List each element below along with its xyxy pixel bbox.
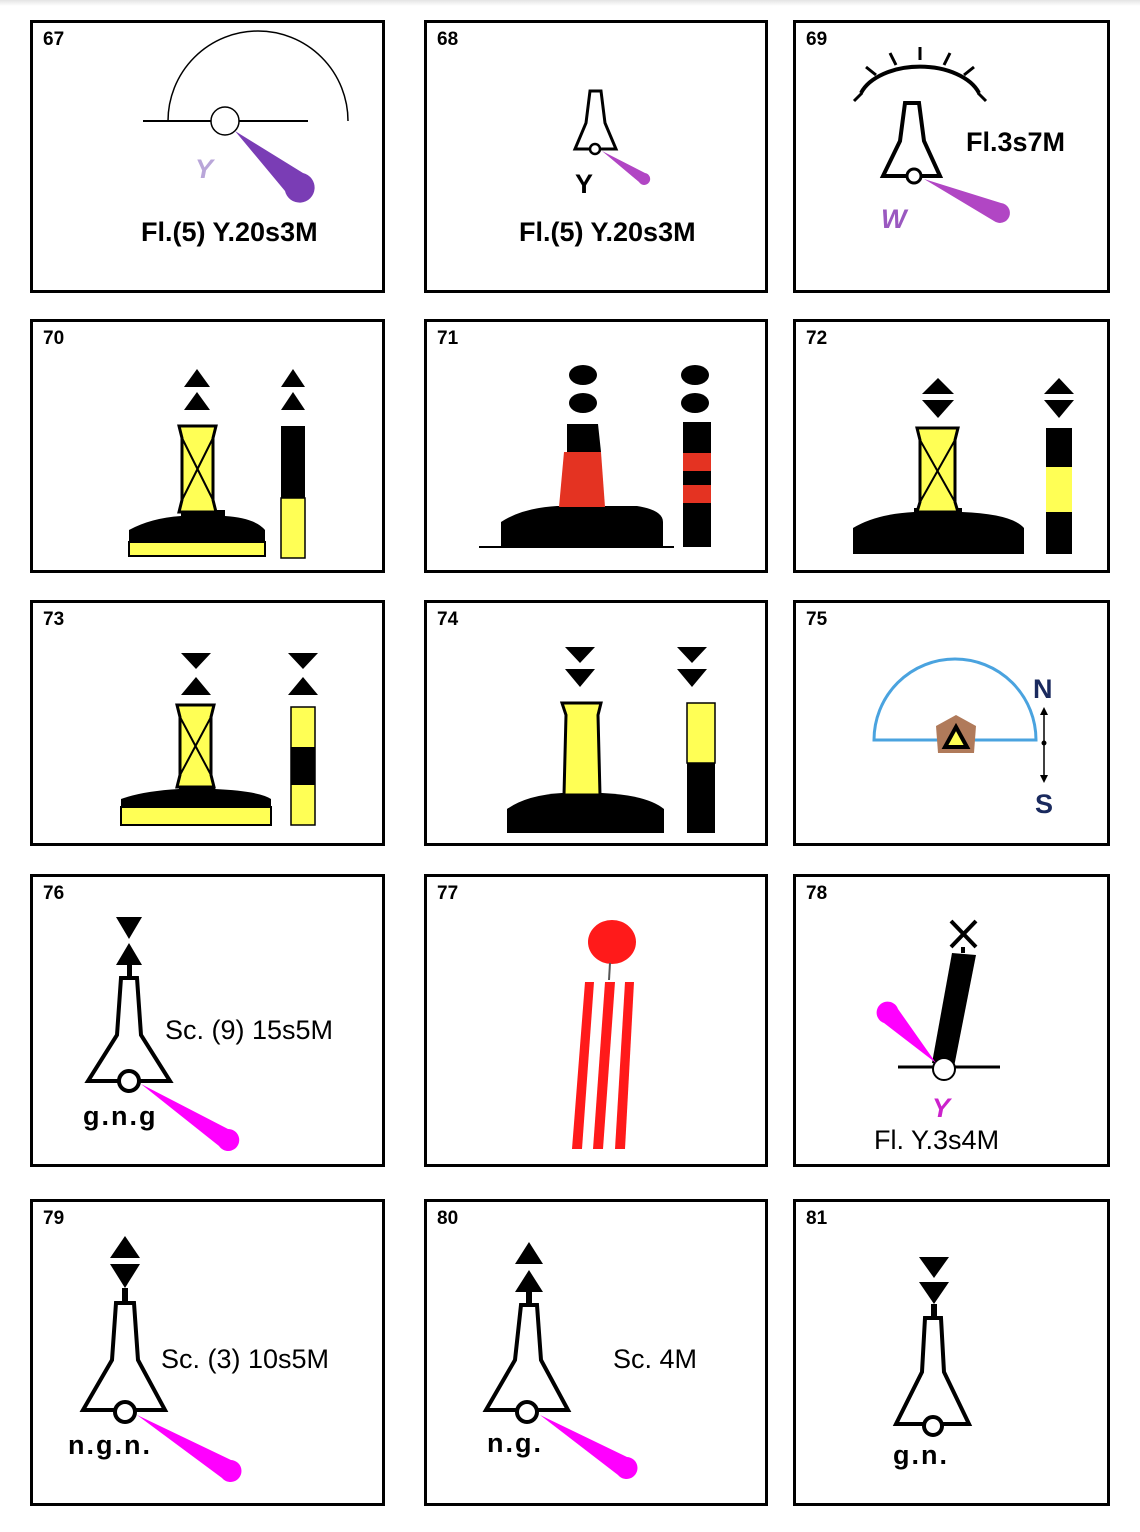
panel-80: 80 Sc. 4M n.g. (424, 1199, 768, 1506)
panel-78: 78 Y Fl. Y.3s4M (793, 874, 1110, 1167)
beacon-symbol-81: g.n. (796, 1202, 1113, 1509)
light-characteristic: Sc. (9) 15s5M (165, 1015, 333, 1045)
north-label: N (1033, 674, 1053, 704)
cardinal-buoy-70 (33, 322, 388, 576)
beacon-symbol-79: Sc. (3) 10s5M n.g.n. (33, 1202, 388, 1509)
beacon-outline (883, 103, 940, 176)
panel-71: 71 (424, 319, 768, 573)
perch-symbol-78: Y Fl. Y.3s4M (796, 877, 1113, 1170)
light-characteristic: Sc. 4M (613, 1344, 697, 1374)
light-flare (602, 151, 650, 185)
fog-signal-symbol-69: Fl.3s7M W (796, 23, 1113, 296)
light-flare (235, 131, 315, 203)
light-flare (540, 1415, 637, 1479)
panel-69: 69 Fl.3s7M W (793, 20, 1110, 293)
beacon-symbol-76: Sc. (9) 15s5M g.n.g (33, 877, 388, 1170)
panel-72: 72 (793, 319, 1110, 573)
panel-68: 68 Y Fl.(5) Y.20s3M (424, 20, 768, 293)
light-characteristic: Sc. (3) 10s5M (161, 1344, 329, 1374)
light-flare (877, 1002, 936, 1063)
beacon-outline (88, 978, 170, 1081)
light-symbol-68: Y Fl.(5) Y.20s3M (427, 23, 771, 296)
top-border (0, 0, 1140, 6)
cardinal-buoy-73 (33, 603, 388, 849)
south-label: S (1035, 789, 1053, 819)
sector-light-symbol-75: N S (796, 603, 1113, 849)
panel-79: 79 Sc. (3) 10s5M n.g.n. (30, 1199, 385, 1506)
isolated-danger-buoy-71 (427, 322, 771, 576)
color-letter: Y (932, 1093, 953, 1123)
beacon-symbol-80: Sc. 4M n.g. (427, 1202, 771, 1509)
cardinal-buoy-74 (427, 603, 771, 849)
beacon-outline (83, 1303, 165, 1410)
topmark-code: g.n. (893, 1440, 949, 1470)
panel-70: 70 (30, 319, 385, 573)
color-letter: Y (195, 154, 216, 184)
topmark-code: n.g.n. (68, 1430, 152, 1460)
beacon-outline (486, 1305, 568, 1410)
color-letter: Y (575, 169, 593, 199)
panel-77: 77 (424, 874, 768, 1167)
light-characteristic: Fl.(5) Y.20s3M (519, 217, 696, 247)
topmark-code: n.g. (487, 1428, 543, 1458)
topmark-code: g.n.g (83, 1101, 157, 1131)
light-symbol-67: Y Fl.(5) Y.20s3M (33, 23, 388, 296)
withy-symbol-77 (427, 877, 771, 1170)
panel-73: 73 (30, 600, 385, 846)
light-flare (137, 1415, 241, 1482)
panel-81: 81 g.n. (793, 1199, 1110, 1506)
light-characteristic: Fl.3s7M (966, 127, 1065, 157)
color-letter: W (881, 204, 909, 234)
cardinal-buoy-72 (796, 322, 1113, 576)
panel-75: 75 N S (793, 600, 1110, 846)
panel-74: 74 (424, 600, 768, 846)
panel-76: 76 Sc. (9) 15s5M g.n.g (30, 874, 385, 1167)
beacon-outline (575, 91, 616, 149)
light-characteristic: Fl.(5) Y.20s3M (141, 217, 318, 247)
beacon-outline (896, 1318, 969, 1424)
light-flare (924, 179, 1010, 223)
panel-67: 67 Y Fl.(5) Y.20s3M (30, 20, 385, 293)
light-characteristic: Fl. Y.3s4M (874, 1125, 999, 1155)
red-ball (588, 920, 636, 964)
